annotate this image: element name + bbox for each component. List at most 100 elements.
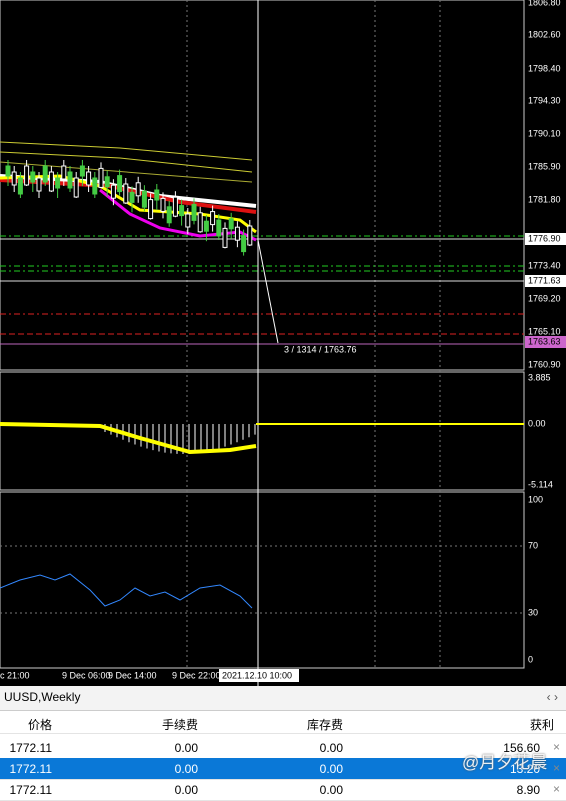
candle (48, 171, 54, 192)
candle (73, 177, 79, 198)
position-cell: 8.90 (516, 783, 540, 797)
close-position[interactable]: × (552, 740, 560, 754)
price-label: 1781.80 (528, 194, 561, 204)
price-label: 1760.90 (528, 359, 561, 369)
price-marker (525, 275, 566, 287)
candle (148, 199, 154, 220)
watermark: @月夕花晨 (462, 753, 548, 772)
price-label: 1776.90 (528, 233, 561, 243)
candle (247, 225, 253, 246)
rsi-label: 70 (528, 540, 538, 550)
candle (86, 171, 92, 186)
position-cell: 1772.11 (9, 762, 53, 776)
trend-line (257, 239, 279, 344)
candle (216, 219, 222, 237)
price-marker (525, 336, 566, 348)
terminal-panel: UUSD,Weekly ‹ › 价格 手续费 库存费 获利 1772.11 0.00 0.0… (0, 686, 566, 801)
price-label: 1790.10 (528, 128, 561, 138)
candle (36, 177, 42, 192)
position-cell: 1772.11 (9, 783, 53, 797)
candle (203, 220, 209, 232)
price-label: 1794.30 (528, 95, 561, 105)
candle (24, 165, 30, 186)
candle (5, 165, 11, 177)
position-row[interactable]: 1772.11 0.00 0.00 13.20 × (0, 758, 566, 780)
macd-panel (0, 371, 525, 491)
rsi-label: 30 (528, 607, 538, 617)
price-label: 1765.10 (528, 326, 561, 336)
time-label: 9 Dec 14:00 (108, 670, 157, 680)
candle (197, 212, 203, 233)
position-cell: 1772.11 (9, 741, 53, 755)
position-cell: 0.00 (174, 762, 198, 776)
price-label: 1802.60 (528, 29, 561, 39)
rsi-line (0, 573, 253, 609)
candle (30, 171, 36, 183)
candle (98, 167, 104, 188)
candle (61, 165, 67, 180)
candle (42, 165, 48, 183)
price-label: 1798.40 (528, 63, 561, 73)
moving-average (0, 161, 253, 183)
position-row[interactable]: 1772.11 0.00 0.00 8.90 × (0, 779, 566, 801)
candle (172, 196, 178, 217)
macd-label: 3.885 (528, 372, 551, 382)
price-panel (0, 0, 525, 371)
price-label: 1785.90 (528, 161, 561, 171)
candle (222, 227, 228, 248)
position-cell: 156.60 (503, 741, 540, 755)
rsi-panel (0, 491, 525, 669)
macd-signal (0, 422, 257, 455)
time-label: c 21:00 (0, 670, 30, 680)
position-cell: 0.00 (174, 783, 198, 797)
candle (104, 176, 110, 188)
header-cell[interactable]: 库存费 (306, 718, 343, 732)
close-position[interactable]: × (552, 761, 560, 775)
price-label: 1773.40 (528, 260, 561, 270)
tab-scroll[interactable]: ‹ › (546, 690, 558, 704)
candle (191, 203, 197, 221)
candle (166, 206, 172, 224)
candle (154, 189, 160, 201)
price-marker (525, 233, 566, 245)
candle (129, 191, 135, 203)
candle (110, 184, 116, 199)
header-cell[interactable]: 手续费 (161, 718, 198, 732)
candle (17, 177, 23, 195)
header-cell[interactable]: 价格 (27, 718, 52, 732)
candle (141, 190, 147, 208)
candle (160, 197, 166, 212)
candle (55, 177, 61, 189)
price-label: 1806.80 (528, 0, 561, 7)
price-label: 1769.20 (528, 293, 561, 303)
position-cell: 0.00 (319, 762, 343, 776)
candle (135, 182, 141, 197)
position-cell: 0.00 (319, 741, 343, 755)
candle (117, 175, 123, 193)
chart-tab[interactable]: UUSD,Weekly (4, 690, 81, 704)
moving-average (99, 188, 257, 242)
tab-bar: UUSD,Weekly ‹ › (0, 686, 566, 711)
candle (92, 177, 98, 195)
candle (241, 235, 247, 253)
candle (179, 205, 185, 217)
time-marker (219, 669, 299, 682)
candle (228, 218, 234, 230)
position-cell: 0.00 (174, 741, 198, 755)
price-label: 1763.63 (528, 336, 561, 346)
chart: 1806.80 1802.60 1798.40 1794.30 1790.10 1785.… (0, 0, 566, 686)
moving-average (0, 151, 253, 173)
time-label: 2021.12.10 10:00 (222, 670, 292, 680)
rsi-label: 100 (528, 494, 543, 504)
candle (11, 171, 17, 186)
candle (210, 211, 216, 226)
header-cell[interactable]: 获利 (529, 718, 554, 732)
close-position[interactable]: × (552, 782, 560, 796)
candle (79, 165, 85, 177)
order-annotation: 3 / 1314 / 1763.76 (284, 344, 357, 354)
candle (123, 183, 129, 204)
rsi-label: 0 (528, 654, 533, 664)
moving-average (0, 174, 257, 234)
